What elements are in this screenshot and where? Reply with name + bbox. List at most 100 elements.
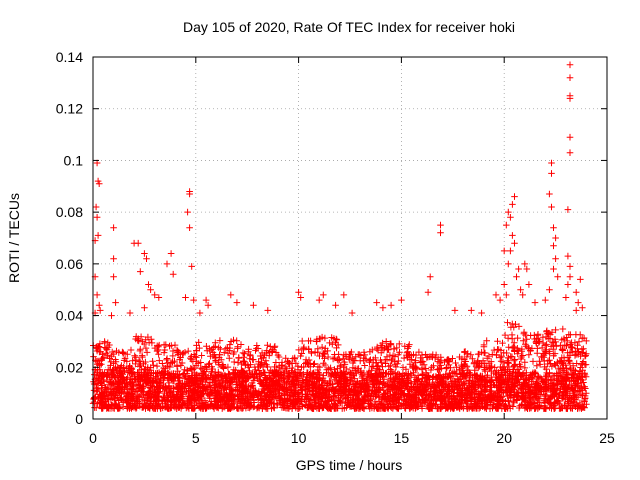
data-point xyxy=(110,273,117,281)
data-point xyxy=(391,358,398,366)
data-point xyxy=(104,373,111,380)
data-point xyxy=(203,347,211,355)
data-point xyxy=(203,375,211,382)
data-point xyxy=(500,247,508,255)
data-point xyxy=(136,393,143,400)
data-point xyxy=(255,388,263,395)
data-point xyxy=(352,353,360,361)
data-point xyxy=(139,388,147,395)
data-point xyxy=(220,364,227,371)
data-point xyxy=(105,381,113,389)
data-point xyxy=(264,363,271,371)
data-point xyxy=(372,354,379,362)
data-point xyxy=(296,403,304,410)
data-point xyxy=(129,357,136,365)
data-point xyxy=(420,361,428,369)
data-point xyxy=(184,403,192,411)
data-point xyxy=(579,304,586,312)
data-point xyxy=(359,372,366,380)
data-point xyxy=(280,404,287,411)
data-point xyxy=(136,358,144,366)
data-point xyxy=(410,369,417,376)
data-point xyxy=(272,359,280,366)
data-point xyxy=(260,369,268,377)
data-point xyxy=(95,301,103,309)
data-point xyxy=(366,348,374,355)
data-point xyxy=(298,364,305,371)
data-point xyxy=(144,391,151,398)
y-tick-label: 0 xyxy=(75,411,83,427)
data-point xyxy=(417,354,424,362)
data-point xyxy=(384,378,392,386)
x-tick-label: 0 xyxy=(89,430,97,446)
data-point xyxy=(316,402,324,410)
data-point xyxy=(403,372,410,379)
data-point xyxy=(177,396,184,404)
data-point xyxy=(533,349,541,357)
data-point xyxy=(110,365,118,373)
data-point xyxy=(167,250,175,257)
data-point xyxy=(176,356,183,363)
data-point xyxy=(307,337,314,345)
data-point xyxy=(379,304,387,312)
data-point xyxy=(136,402,144,410)
data-point xyxy=(98,360,105,368)
data-point xyxy=(244,393,252,401)
data-point xyxy=(206,360,213,367)
data-point xyxy=(366,357,373,364)
data-point xyxy=(499,339,506,347)
data-point xyxy=(390,345,398,353)
data-point xyxy=(234,359,242,366)
data-point xyxy=(546,190,553,198)
data-point xyxy=(548,203,555,211)
data-point xyxy=(228,390,235,398)
data-point xyxy=(503,349,510,357)
data-point xyxy=(399,369,407,377)
data-point xyxy=(525,351,533,359)
data-point xyxy=(373,299,380,306)
data-point xyxy=(346,387,353,395)
data-point xyxy=(303,393,310,400)
data-point xyxy=(384,346,392,353)
data-point xyxy=(180,350,187,357)
data-point xyxy=(101,338,108,345)
data-point xyxy=(333,336,341,344)
data-point xyxy=(552,234,559,242)
data-point xyxy=(492,291,500,299)
data-point xyxy=(302,360,309,367)
data-point xyxy=(340,370,348,378)
data-point xyxy=(119,350,127,357)
data-point xyxy=(98,380,105,387)
data-point xyxy=(315,296,323,304)
data-point xyxy=(93,291,101,299)
data-point xyxy=(323,385,330,393)
data-point xyxy=(148,394,155,401)
data-point xyxy=(504,319,511,326)
data-point xyxy=(102,401,110,408)
data-point xyxy=(320,360,327,367)
data-point xyxy=(436,359,444,367)
data-point xyxy=(162,341,170,348)
data-point xyxy=(522,331,529,339)
data-point xyxy=(347,393,355,401)
data-point xyxy=(94,377,102,385)
data-point xyxy=(340,382,347,389)
data-point xyxy=(331,376,339,384)
data-point xyxy=(428,364,435,371)
data-point xyxy=(269,348,276,355)
data-point xyxy=(290,377,297,384)
data-point xyxy=(324,353,332,361)
data-point xyxy=(194,384,201,392)
data-point xyxy=(350,371,357,379)
data-point xyxy=(108,312,115,319)
data-point xyxy=(186,382,193,389)
data-point xyxy=(410,392,418,400)
data-point xyxy=(117,396,125,403)
y-tick-label: 0.12 xyxy=(56,101,83,117)
data-point xyxy=(151,377,159,385)
data-point xyxy=(271,404,278,412)
data-point xyxy=(119,348,126,356)
data-point xyxy=(93,369,101,377)
x-tick-label: 10 xyxy=(291,430,307,446)
data-point xyxy=(216,351,223,359)
